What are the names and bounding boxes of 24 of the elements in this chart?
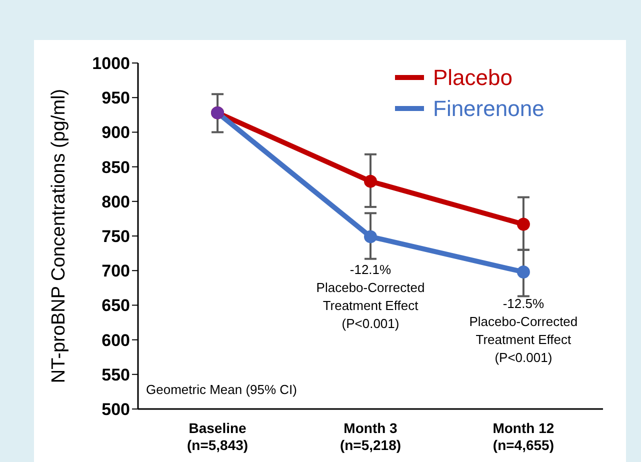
y-tick-label: 1000 — [92, 54, 130, 74]
y-tick-label: 600 — [102, 330, 130, 350]
y-tick-label: 650 — [102, 296, 130, 316]
annotation: Geometric Mean (95% CI) — [146, 381, 297, 399]
y-tick-label: 800 — [102, 192, 130, 212]
point — [516, 218, 530, 231]
legend-label: Placebo — [433, 64, 513, 92]
x-tick-label: Month 12 (n=4,655) — [492, 420, 554, 453]
y-tick-label: 900 — [102, 123, 130, 142]
annotation: -12.1% Placebo-Corrected Treatment Effect (P<0.001) — [315, 261, 426, 333]
legend-label: Finerenone — [433, 95, 544, 123]
y-tick-label: 850 — [102, 158, 130, 177]
point — [364, 174, 377, 188]
point — [364, 230, 377, 244]
x-tick-label: Baseline (n=5,843) — [186, 420, 248, 453]
y-tick-label: 550 — [102, 365, 130, 384]
y-tick-label: 700 — [102, 262, 130, 281]
annotation: -12.5% Placebo-Corrected Treatment Effect (P<0.001) — [468, 295, 579, 367]
x-tick-label: Month 3 (n=5,218) — [340, 420, 402, 453]
y-tick-label: 750 — [102, 227, 130, 246]
y-axis-title: NT-proBNP Concentrations (pg/ml) — [48, 88, 70, 384]
y-tick-label: 500 — [102, 400, 130, 420]
y-tick-label: 950 — [102, 88, 130, 108]
point — [516, 265, 530, 278]
